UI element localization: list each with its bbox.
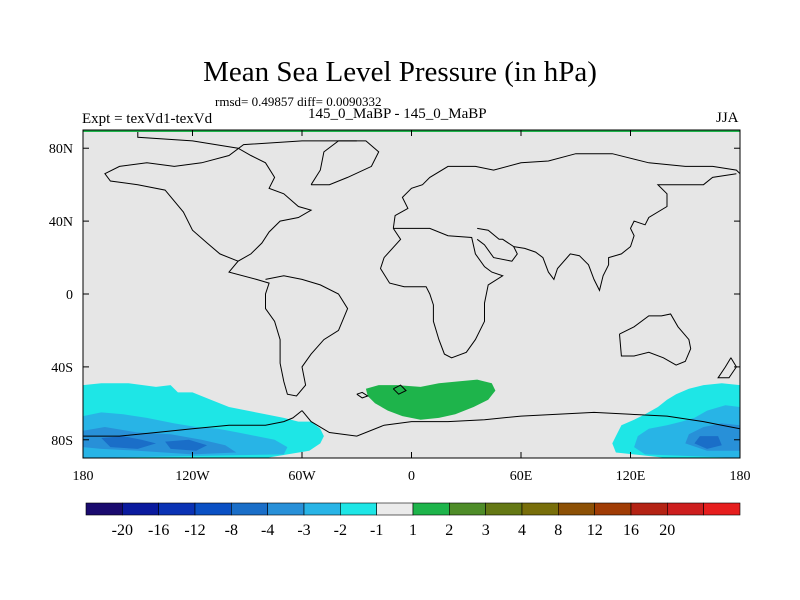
coastline-2 bbox=[310, 140, 380, 186]
colorbar-label-5: -3 bbox=[297, 522, 310, 539]
y-tick-label-4: 80S bbox=[51, 434, 73, 449]
colorbar-label-14: 16 bbox=[623, 522, 639, 539]
anomaly-field-3 bbox=[101, 436, 156, 449]
colorbar-label-11: 4 bbox=[518, 522, 526, 539]
colorbar-label-12: 8 bbox=[554, 522, 562, 539]
coastline-9 bbox=[301, 410, 740, 437]
colorbar-swatch-17 bbox=[703, 502, 741, 516]
colorbar-swatch-0 bbox=[85, 502, 123, 516]
x-tick-label-6: 180 bbox=[730, 469, 751, 484]
anomaly-field-4 bbox=[165, 439, 208, 451]
anomaly-field-9 bbox=[365, 379, 496, 420]
x-tick-label-0: 180 bbox=[73, 469, 94, 484]
colorbar-swatch-5 bbox=[267, 502, 305, 516]
chart-title: Mean Sea Level Pressure (in hPa) bbox=[203, 56, 597, 88]
colorbar-label-7: -1 bbox=[370, 522, 383, 539]
x-tick-label-1: 120W bbox=[175, 469, 210, 484]
colorbar-label-1: -16 bbox=[148, 522, 169, 539]
coastline-1 bbox=[104, 140, 357, 262]
colorbar-label-6: -2 bbox=[334, 522, 347, 539]
coastline-10 bbox=[356, 391, 369, 399]
x-tick-label-3: 0 bbox=[408, 469, 415, 484]
colorbar-swatch-10 bbox=[449, 502, 486, 516]
y-tick-label-1: 40N bbox=[49, 215, 73, 230]
colorbar-swatch-14 bbox=[594, 502, 632, 516]
colorbar-swatch-8 bbox=[376, 502, 414, 516]
colorbar-label-8: 1 bbox=[409, 522, 417, 539]
coastline-0 bbox=[137, 130, 349, 397]
stats-label: rmsd= 0.49857 diff= 0.0090332 bbox=[215, 94, 382, 109]
colorbar-label-3: -8 bbox=[225, 522, 238, 539]
colorbar-swatch-6 bbox=[303, 502, 341, 516]
coastline-12 bbox=[717, 357, 737, 379]
colorbar-label-9: 2 bbox=[445, 522, 453, 539]
season-label: JJA bbox=[716, 110, 739, 126]
colorbar-swatch-4 bbox=[231, 502, 268, 516]
coastline-3 bbox=[392, 153, 740, 229]
colorbar-swatch-12 bbox=[521, 502, 559, 516]
colorbar-swatch-16 bbox=[667, 502, 704, 516]
colorbar-label-13: 12 bbox=[587, 522, 603, 539]
anomaly-field-8 bbox=[694, 436, 722, 449]
coastline-6 bbox=[513, 173, 737, 292]
coastline-7 bbox=[619, 313, 692, 366]
colorbar-swatch-13 bbox=[558, 502, 595, 516]
y-tick-label-3: 40S bbox=[51, 361, 73, 376]
x-tick-label-4: 60E bbox=[510, 469, 533, 484]
x-tick-label-5: 120E bbox=[616, 469, 646, 484]
x-tick-label-2: 60W bbox=[288, 469, 316, 484]
y-tick-label-0: 80N bbox=[49, 142, 73, 157]
colorbar-swatch-2 bbox=[158, 502, 196, 516]
colorbar-label-10: 3 bbox=[482, 522, 490, 539]
coastline-11 bbox=[392, 384, 407, 395]
colorbar-swatch-15 bbox=[630, 502, 668, 516]
colorbar-swatch-11 bbox=[485, 502, 523, 516]
colorbar-swatch-7 bbox=[340, 502, 377, 516]
coastline-4 bbox=[379, 227, 504, 359]
colorbar-label-0: -20 bbox=[112, 522, 133, 539]
comparison-label: 145_0_MaBP - 145_0_MaBP bbox=[308, 106, 487, 122]
colorbar-label-2: -12 bbox=[184, 522, 205, 539]
coastline-8 bbox=[83, 410, 303, 437]
colorbar-swatch-1 bbox=[122, 502, 159, 516]
colorbar-label-4: -4 bbox=[261, 522, 274, 539]
colorbar-swatch-9 bbox=[412, 502, 450, 516]
experiment-label: Expt = texVd1-texVd bbox=[82, 111, 213, 127]
y-tick-label-2: 0 bbox=[66, 288, 73, 303]
coastline-5 bbox=[476, 227, 518, 262]
colorbar-label-15: 20 bbox=[659, 522, 675, 539]
colorbar-swatch-3 bbox=[194, 502, 232, 516]
